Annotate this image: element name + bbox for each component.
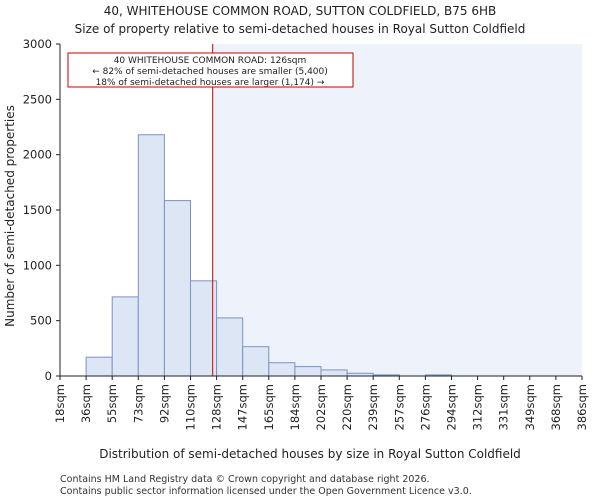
annotation-box: 40 WHITEHOUSE COMMON ROAD: 126sqm ← 82% … — [67, 52, 354, 88]
x-tick-label: 368sqm — [549, 384, 563, 430]
y-tick-label: 1000 — [23, 258, 52, 272]
x-axis-label: Distribution of semi-detached houses by … — [99, 447, 521, 461]
annotation-line-3: 18% of semi-detached houses are larger (… — [96, 78, 325, 88]
y-tick-label: 2500 — [23, 92, 52, 106]
y-ticks: 0 500 1000 1500 2000 2500 3000 — [23, 37, 60, 383]
bar-55sqm — [111, 296, 139, 377]
y-tick-label: 1500 — [23, 203, 52, 217]
y-tick-label: 0 — [45, 369, 52, 383]
x-tick-label: 110sqm — [184, 384, 198, 430]
x-tick-label: 276sqm — [418, 384, 432, 430]
x-tick-label: 147sqm — [236, 384, 250, 430]
bar-73sqm — [137, 134, 165, 377]
annotation-line-2: ← 82% of semi-detached houses are smalle… — [92, 67, 328, 77]
annotation-border — [67, 52, 354, 88]
x-tick-label: 294sqm — [445, 384, 459, 430]
chart-subtitle: Size of property relative to semi-detach… — [75, 22, 526, 36]
x-tick-label: 128sqm — [210, 384, 224, 430]
x-tick-label: 36sqm — [79, 384, 93, 423]
bar-92sqm — [163, 200, 191, 377]
bar-184sqm — [294, 366, 322, 377]
x-tick-label: 220sqm — [340, 384, 354, 430]
annotation-line-1: 40 WHITEHOUSE COMMON ROAD: 126sqm — [114, 56, 307, 66]
x-tick-label: 312sqm — [471, 384, 485, 430]
y-tick-label: 500 — [30, 314, 52, 328]
y-axis-label: Number of semi-detached properties — [3, 105, 17, 327]
x-tick-label: 73sqm — [131, 384, 145, 423]
x-tick-label: 386sqm — [575, 384, 589, 430]
bar-202sqm — [320, 369, 348, 377]
bar-165sqm — [268, 362, 296, 377]
bars-group — [85, 134, 452, 377]
larger-region-highlight — [212, 44, 582, 376]
x-tick-label: 331sqm — [497, 384, 511, 430]
x-tick-label: 92sqm — [157, 384, 171, 423]
bar-36sqm — [85, 356, 113, 377]
footer-line-1: Contains HM Land Registry data © Crown c… — [60, 474, 430, 485]
bar-147sqm — [242, 346, 270, 377]
x-tick-label: 55sqm — [105, 384, 119, 423]
y-tick-label: 2000 — [23, 148, 52, 162]
x-tick-label: 239sqm — [366, 384, 380, 430]
x-tick-label: 184sqm — [288, 384, 302, 430]
chart-title: 40, WHITEHOUSE COMMON ROAD, SUTTON COLDF… — [104, 4, 497, 18]
x-tick-label: 257sqm — [392, 384, 406, 430]
x-tick-label: 165sqm — [262, 384, 276, 430]
x-tick-label: 18sqm — [53, 384, 67, 423]
x-tick-label: 202sqm — [314, 384, 328, 430]
footer-line-2: Contains public sector information licen… — [60, 486, 472, 497]
x-ticks: 18sqm 36sqm 55sqm 73sqm 92sqm 110sqm 128sqm 147… — [53, 376, 589, 430]
y-tick-label: 3000 — [23, 37, 52, 51]
bar-128sqm — [216, 317, 244, 377]
x-tick-label: 349sqm — [523, 384, 537, 430]
